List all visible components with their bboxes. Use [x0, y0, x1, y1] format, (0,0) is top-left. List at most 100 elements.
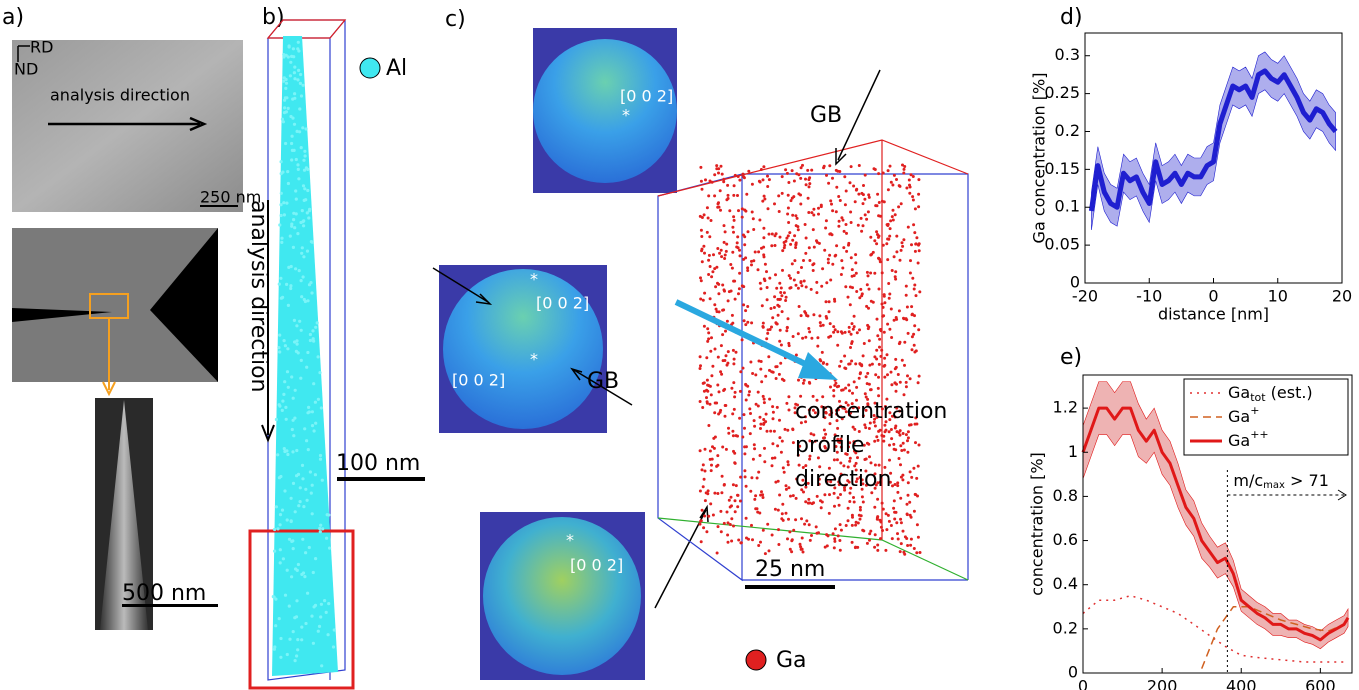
atom-dot: [289, 284, 292, 287]
atom-dot: [833, 458, 836, 461]
atom-dot: [899, 518, 902, 521]
atom-dot: [855, 386, 858, 389]
atom-dot: [780, 451, 783, 454]
y-tick-label: 0: [1068, 663, 1078, 682]
atom-dot: [738, 287, 741, 290]
atom-dot: [899, 550, 902, 553]
atom-dot: [868, 196, 871, 199]
atom-dot: [791, 169, 794, 172]
atom-dot: [293, 66, 296, 69]
atom-dot: [768, 549, 771, 552]
x-tick-label: 400: [1226, 677, 1257, 690]
atom-dot: [319, 524, 322, 527]
atom-dot: [877, 172, 880, 175]
atom-dot: [906, 451, 909, 454]
atom-dot: [783, 291, 786, 294]
atom-dot: [273, 528, 276, 531]
atom-dot: [890, 524, 893, 527]
atom-dot: [712, 253, 715, 256]
atom-dot: [887, 282, 890, 285]
atom-dot: [912, 467, 915, 470]
arrow-text: analysis direction: [50, 86, 190, 105]
atom-dot: [273, 550, 276, 553]
atom-dot: [851, 541, 854, 544]
atom-dot: [831, 177, 834, 180]
atom-dot: [730, 496, 733, 499]
atom-dot: [750, 524, 753, 527]
atom-dot: [904, 535, 907, 538]
atom-dot: [815, 525, 818, 528]
atom-dot: [778, 494, 781, 497]
atom-dot: [868, 532, 871, 535]
atom-dot: [804, 500, 807, 503]
y-tick-label: 0.4: [1053, 574, 1078, 593]
atom-dot: [738, 417, 741, 420]
atom-dot: [874, 533, 877, 536]
atom-dot: [732, 231, 735, 234]
atom-dot: [311, 512, 314, 515]
atom-dot: [731, 226, 734, 229]
panel-label: d): [1060, 5, 1083, 30]
atom-dot: [851, 516, 854, 519]
atom-dot: [864, 174, 867, 177]
y-tick-label: 0.05: [1044, 235, 1080, 254]
atom-dot: [799, 543, 802, 546]
atom-dot: [845, 232, 848, 235]
atom-dot: [296, 78, 299, 81]
atom-dot: [857, 522, 860, 525]
atom-dot: [866, 442, 869, 445]
atom-dot: [305, 439, 308, 442]
atom-dot: [917, 536, 920, 539]
atom-dot: [845, 223, 848, 226]
atom-dot: [895, 318, 898, 321]
atom-dot: [787, 234, 790, 237]
atom-dot: [810, 288, 813, 291]
atom-dot: [287, 182, 290, 185]
atom-dot: [855, 462, 858, 465]
atom-dot: [768, 178, 771, 181]
atom-dot: [714, 348, 717, 351]
atom-dot: [294, 659, 297, 662]
atom-dot: [908, 192, 911, 195]
atom-dot: [771, 316, 774, 319]
atom-dot: [766, 332, 769, 335]
atom-dot: [857, 224, 860, 227]
atom-dot: [805, 519, 808, 522]
atom-dot: [847, 384, 850, 387]
atom-dot: [759, 287, 762, 290]
atom-dot: [848, 389, 851, 392]
atom-dot: [713, 492, 716, 495]
atom-dot: [280, 297, 283, 300]
atom-dot: [707, 259, 710, 262]
atom-dot: [849, 286, 852, 289]
atom-dot: [808, 382, 811, 385]
atom-dot: [854, 200, 857, 203]
atom-dot: [885, 242, 888, 245]
y-axis-label: Ga concentration [%]: [1030, 73, 1049, 244]
atom-dot: [777, 314, 780, 317]
legend-marker: [360, 58, 380, 78]
atom-dot: [801, 537, 804, 540]
atom-dot: [317, 398, 320, 401]
atom-dot: [713, 173, 716, 176]
atom-dot: [736, 194, 739, 197]
atom-dot: [745, 517, 748, 520]
atom-dot: [292, 397, 295, 400]
atom-dot: [794, 246, 797, 249]
atom-dot: [317, 355, 320, 358]
atom-dot: [757, 544, 760, 547]
atom-dot: [848, 500, 851, 503]
atom-dot: [302, 159, 305, 162]
pole-star: *: [530, 270, 538, 289]
atom-dot: [290, 375, 293, 378]
atom-dot: [717, 413, 720, 416]
atom-dot: [844, 285, 847, 288]
atom-dot: [323, 599, 326, 602]
atom-dot: [286, 453, 289, 456]
atom-dot: [839, 493, 842, 496]
atom-dot: [747, 230, 750, 233]
atom-dot: [718, 310, 721, 313]
atom-dot: [319, 615, 322, 618]
atom-dot: [727, 197, 730, 200]
atom-dot: [312, 337, 315, 340]
